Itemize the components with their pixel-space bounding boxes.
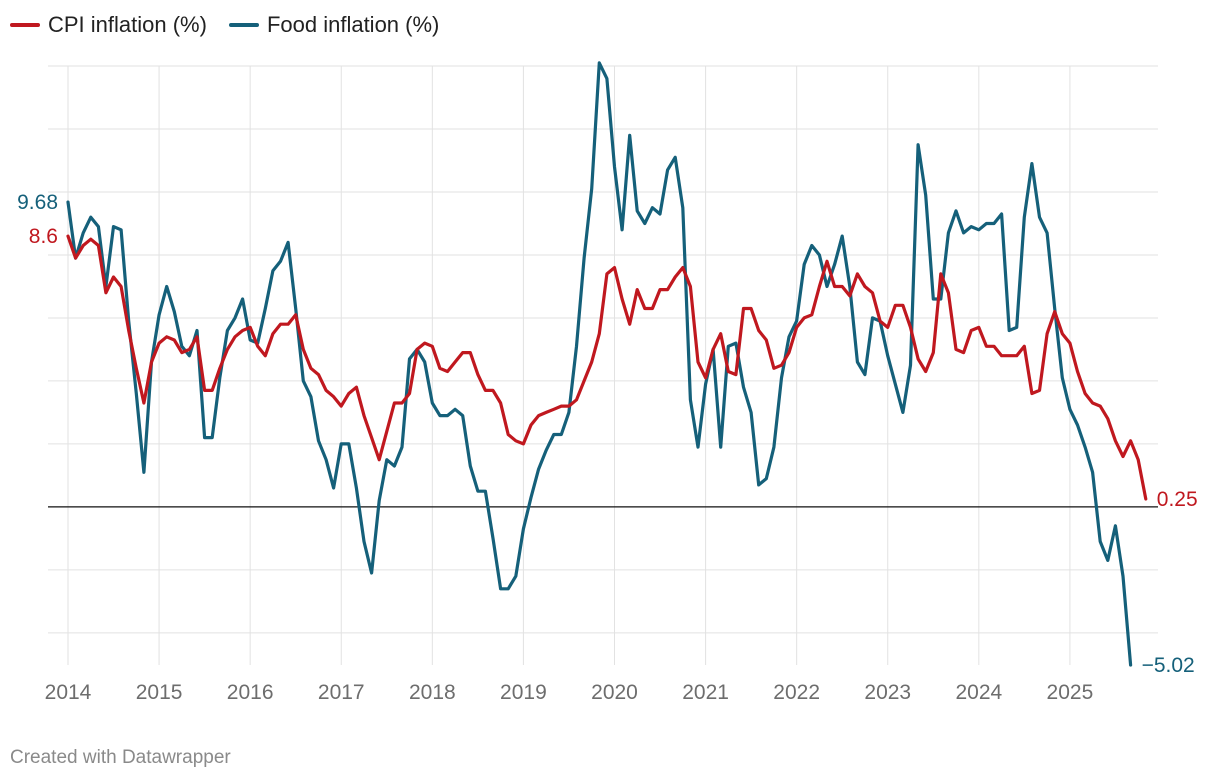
line-chart: 2014 2015 2016 2017 2018 2019 2020 2021 2022 2023… bbox=[17, 61, 1198, 704]
footer-credit: Created with Datawrapper bbox=[10, 747, 231, 768]
cpi-end-label: 0.25 bbox=[1157, 488, 1198, 511]
legend-item-food[interactable]: Food inflation (%) bbox=[228, 12, 440, 38]
food-end-label: −5.02 bbox=[1142, 654, 1195, 677]
cpi-start-label: 8.6 bbox=[29, 225, 58, 248]
x-tick-label: 2016 bbox=[227, 681, 274, 704]
food-inflation-line bbox=[66, 61, 1133, 667]
food-start-label: 9.68 bbox=[17, 191, 58, 214]
legend-label-cpi: CPI inflation (%) bbox=[48, 12, 207, 37]
x-tick-label: 2014 bbox=[45, 681, 92, 704]
x-tick-label: 2015 bbox=[136, 681, 183, 704]
legend-swatch-food bbox=[228, 23, 259, 27]
legend-label-food: Food inflation (%) bbox=[266, 12, 440, 37]
chart-legend: CPI inflation (%) Food inflation (%) bbox=[10, 12, 439, 38]
cpi-inflation-line bbox=[66, 234, 1148, 501]
x-tick-label: 2017 bbox=[318, 681, 365, 704]
x-tick-label: 2021 bbox=[682, 681, 729, 704]
x-tick-label: 2024 bbox=[955, 681, 1002, 704]
x-tick-label: 2022 bbox=[773, 681, 820, 704]
x-tick-label: 2023 bbox=[864, 681, 911, 704]
x-tick-label: 2018 bbox=[409, 681, 456, 704]
x-tick-label: 2019 bbox=[500, 681, 547, 704]
legend-swatch-cpi bbox=[10, 23, 40, 27]
x-tick-label: 2020 bbox=[591, 681, 638, 704]
x-tick-label: 2025 bbox=[1047, 681, 1094, 704]
legend-item-cpi[interactable]: CPI inflation (%) bbox=[10, 12, 207, 38]
